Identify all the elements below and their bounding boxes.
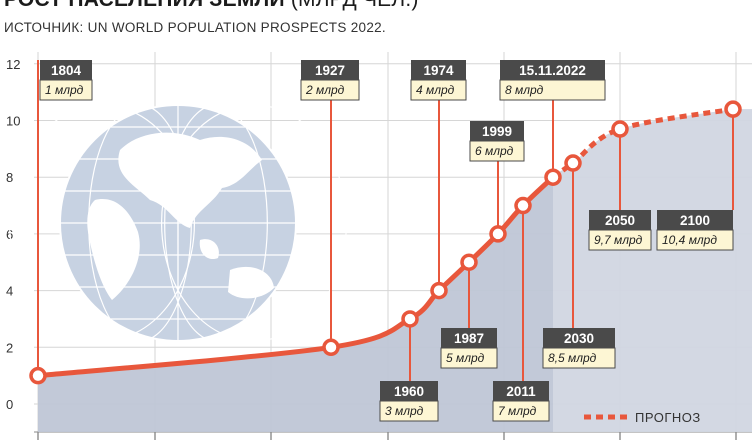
- label-value: 3 млрд: [385, 404, 424, 418]
- chart-title-unit: (МЛРД ЧЕЛ.): [291, 0, 419, 11]
- data-point: [401, 310, 419, 328]
- label-body-bg: [440, 347, 498, 369]
- continent-africa: [87, 199, 140, 300]
- label-body-bg: [39, 79, 93, 101]
- series-line-forecast: [551, 106, 734, 180]
- label-date: 15.11.2022: [519, 63, 586, 78]
- chart-source: ИСТОЧНИК: UN WORLD POPULATION PROSPECTS …: [4, 20, 386, 35]
- label-value: 4 млрд: [416, 83, 455, 97]
- label-date: 1999: [482, 124, 512, 139]
- label-body-bg: [410, 79, 467, 101]
- data-points: [29, 100, 742, 385]
- point-label: 2050 9,7 млрд: [588, 210, 652, 251]
- label-value: 6 млрд: [475, 144, 514, 158]
- point-label: 1960 3 млрд: [379, 381, 439, 422]
- data-point: [514, 196, 532, 215]
- data-point: [489, 225, 507, 243]
- label-date: 1974: [423, 63, 454, 78]
- y-tick-label: 12: [6, 57, 20, 72]
- y-tick-label: 2: [6, 340, 13, 355]
- label-header-bg: [411, 60, 466, 80]
- label-value: 2 млрд: [305, 83, 345, 97]
- label-body-bg: [300, 79, 360, 101]
- point-label: 1974 4 млрд: [410, 60, 467, 101]
- label-date: 1987: [454, 331, 484, 346]
- label-header-bg: [470, 121, 524, 141]
- continent-islands: [199, 239, 219, 260]
- data-point: [322, 338, 340, 357]
- label-body-bg: [499, 79, 606, 101]
- data-point: [724, 100, 742, 118]
- label-header-bg: [657, 210, 733, 230]
- data-point: [544, 168, 562, 186]
- area-forecast: [553, 109, 752, 432]
- label-body-bg: [542, 347, 616, 369]
- label-body-bg: [469, 140, 525, 162]
- chart-title: РОСТ НАСЕЛЕНИЯ ЗЕМЛИ (МЛРД ЧЕЛ.): [4, 0, 419, 12]
- y-tick-label: 4: [6, 284, 13, 299]
- data-point: [611, 120, 629, 138]
- label-date: 1960: [394, 384, 424, 399]
- legend: ПРОГНОЗ: [584, 410, 701, 425]
- point-label: 2011 7 млрд: [492, 381, 550, 422]
- continent-eurasia: [118, 132, 262, 228]
- chart-title-main: РОСТ НАСЕЛЕНИЯ ЗЕМЛИ: [4, 0, 285, 11]
- point-label: 15.11.2022 8 млрд: [499, 60, 606, 101]
- label-body-bg: [379, 400, 439, 422]
- label-header-bg: [589, 210, 651, 230]
- point-label: 2100 10,4 млрд: [656, 210, 734, 251]
- data-point: [460, 253, 478, 271]
- label-leaders: [37, 60, 734, 381]
- point-label: 2030 8,5 млрд: [542, 328, 616, 369]
- label-header-bg: [380, 381, 438, 401]
- label-date: 2100: [680, 213, 710, 228]
- point-label: 1987 5 млрд: [440, 328, 498, 369]
- label-value: 5 млрд: [446, 351, 485, 365]
- label-header-bg: [441, 328, 497, 348]
- label-body-bg: [492, 400, 550, 422]
- label-header-bg: [301, 60, 359, 80]
- label-value: 8,5 млрд: [548, 351, 597, 365]
- label-body-bg: [588, 229, 652, 251]
- legend-forecast-label: ПРОГНОЗ: [635, 410, 701, 425]
- y-tick-label: 10: [6, 114, 20, 129]
- y-tick-label: 8: [6, 170, 13, 185]
- continent-australia: [228, 266, 274, 299]
- y-tick-label: 0: [6, 397, 13, 412]
- label-value: 10,4 млрд: [662, 233, 717, 247]
- label-value: 9,7 млрд: [594, 233, 643, 247]
- label-date: 1804: [51, 63, 82, 78]
- label-date: 2030: [564, 331, 594, 346]
- label-body-bg: [656, 229, 734, 251]
- label-header-bg: [40, 60, 92, 80]
- label-value: 8 млрд: [505, 83, 544, 97]
- globe-icon: [8, 104, 348, 342]
- label-header-bg: [543, 328, 615, 348]
- data-point: [564, 154, 582, 172]
- label-date: 1927: [315, 63, 345, 78]
- point-label: 1999 6 млрд: [469, 121, 525, 162]
- data-point: [430, 281, 448, 300]
- point-label: 1804 1 млрд: [39, 60, 93, 101]
- label-value: 7 млрд: [498, 404, 537, 418]
- point-labels: 1804 1 млрд 1927 2 млрд 1960 3 млрд 1974 4 млрд…: [39, 60, 734, 422]
- label-date: 2050: [605, 213, 635, 228]
- label-header-bg: [493, 381, 549, 401]
- data-point: [29, 366, 47, 385]
- label-value: 1 млрд: [45, 83, 84, 97]
- point-label: 1927 2 млрд: [300, 60, 360, 101]
- label-date: 2011: [506, 384, 536, 399]
- label-header-bg: [500, 60, 605, 80]
